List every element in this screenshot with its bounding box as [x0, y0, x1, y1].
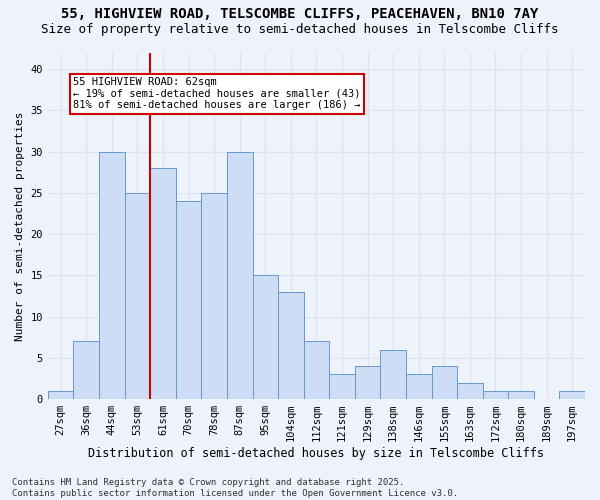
Bar	[380, 350, 406, 399]
Bar	[559, 391, 585, 399]
Bar	[278, 292, 304, 399]
Text: Size of property relative to semi-detached houses in Telscombe Cliffs: Size of property relative to semi-detach…	[41, 22, 559, 36]
Y-axis label: Number of semi-detached properties: Number of semi-detached properties	[15, 111, 25, 340]
Text: 55 HIGHVIEW ROAD: 62sqm
← 19% of semi-detached houses are smaller (43)
81% of se: 55 HIGHVIEW ROAD: 62sqm ← 19% of semi-de…	[73, 78, 361, 110]
Bar	[304, 342, 329, 399]
Bar	[406, 374, 431, 399]
Bar	[176, 201, 202, 399]
Bar	[431, 366, 457, 399]
Bar	[99, 152, 125, 399]
Bar	[355, 366, 380, 399]
Text: 55, HIGHVIEW ROAD, TELSCOMBE CLIFFS, PEACEHAVEN, BN10 7AY: 55, HIGHVIEW ROAD, TELSCOMBE CLIFFS, PEA…	[61, 8, 539, 22]
Bar	[508, 391, 534, 399]
X-axis label: Distribution of semi-detached houses by size in Telscombe Cliffs: Distribution of semi-detached houses by …	[88, 447, 544, 460]
Text: Contains HM Land Registry data © Crown copyright and database right 2025.
Contai: Contains HM Land Registry data © Crown c…	[12, 478, 458, 498]
Bar	[73, 342, 99, 399]
Bar	[125, 193, 150, 399]
Bar	[150, 168, 176, 399]
Bar	[202, 193, 227, 399]
Bar	[227, 152, 253, 399]
Bar	[48, 391, 73, 399]
Bar	[329, 374, 355, 399]
Bar	[482, 391, 508, 399]
Bar	[457, 382, 482, 399]
Bar	[253, 276, 278, 399]
